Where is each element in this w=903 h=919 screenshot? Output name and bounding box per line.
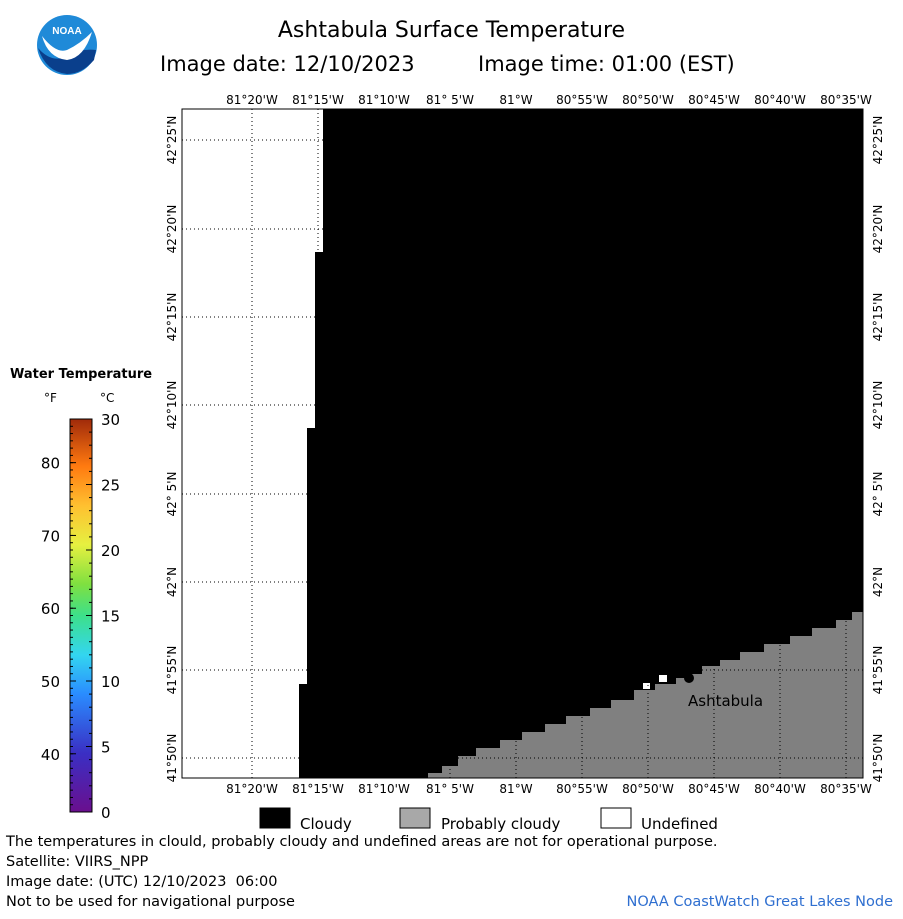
lon-label-top: 80°35'W xyxy=(820,93,872,107)
lon-label-bottom: 81°10'W xyxy=(358,782,410,796)
map-grid xyxy=(182,109,863,778)
footer-note: The temperatures in clould, probably clo… xyxy=(6,834,718,850)
lat-label-left: 42°10'N xyxy=(165,381,179,430)
f-tick-label: 50 xyxy=(41,673,60,691)
temperature-colorbar xyxy=(70,419,92,812)
cloudy-area xyxy=(299,109,863,778)
legend-swatch-undefined xyxy=(600,807,632,829)
f-tick-label: 70 xyxy=(41,527,60,545)
undefined-pixel xyxy=(659,675,667,682)
lat-label-right: 41°55'N xyxy=(871,646,885,695)
lon-label-top: 81° 5'W xyxy=(426,93,474,107)
lat-label-left: 42°20'N xyxy=(165,205,179,254)
footer-satellite: Satellite: VIIRS_NPP xyxy=(6,854,149,870)
lon-label-bottom: 80°50'W xyxy=(622,782,674,796)
footer-credit: NOAA CoastWatch Great Lakes Node xyxy=(626,894,893,910)
lon-label-bottom: 80°45'W xyxy=(688,782,740,796)
lon-label-top: 81°20'W xyxy=(226,93,278,107)
c-tick-label: 30 xyxy=(101,411,120,429)
image-time: Image time: 01:00 (EST) xyxy=(478,52,735,76)
lat-label-right: 42°15'N xyxy=(871,293,885,342)
c-tick-label: 10 xyxy=(101,673,120,691)
f-tick-label: 60 xyxy=(41,600,60,618)
logo-text: NOAA xyxy=(52,26,81,37)
image-date: Image date: 12/10/2023 xyxy=(160,52,415,76)
ashtabula-marker xyxy=(684,673,694,683)
lon-label-top: 80°50'W xyxy=(622,93,674,107)
lon-label-top: 81°W xyxy=(499,93,532,107)
lat-label-right: 42°N xyxy=(871,567,885,597)
f-tick-label: 80 xyxy=(41,455,60,473)
page-title: Ashtabula Surface Temperature xyxy=(277,18,626,43)
lat-label-left: 42°25'N xyxy=(165,116,179,165)
lon-label-bottom: 81°15'W xyxy=(292,782,344,796)
lon-label-bottom: 80°55'W xyxy=(556,782,608,796)
c-tick-label: 20 xyxy=(101,542,120,560)
place-label: Ashtabula xyxy=(688,692,763,710)
lat-label-right: 42°10'N xyxy=(871,381,885,430)
colorbar-title: Water Temperature xyxy=(10,367,153,382)
legend-label-probably-cloudy: Probably cloudy xyxy=(441,815,560,833)
c-tick-label: 15 xyxy=(101,608,120,626)
noaa-logo: NOAA xyxy=(37,15,97,75)
legend-swatch-probably-cloudy xyxy=(399,807,431,829)
lat-label-right: 42°20'N xyxy=(871,205,885,254)
lon-label-top: 81°15'W xyxy=(292,93,344,107)
lat-label-right: 42° 5'N xyxy=(871,472,885,517)
unit-c: °C xyxy=(100,391,114,405)
lat-label-left: 41°50'N xyxy=(165,734,179,783)
lon-label-bottom: 81°W xyxy=(499,782,532,796)
probably-cloudy-area xyxy=(428,612,863,778)
lat-label-left: 42° 5'N xyxy=(165,472,179,517)
map-border xyxy=(181,108,864,779)
c-tick-label: 25 xyxy=(101,477,120,495)
lat-label-left: 42°N xyxy=(165,567,179,597)
footer-utc-date: Image date: (UTC) 12/10/2023 06:00 xyxy=(6,874,278,890)
legend-label-undefined: Undefined xyxy=(641,815,718,833)
lat-label-right: 42°25'N xyxy=(871,116,885,165)
unit-f: °F xyxy=(44,391,57,405)
c-tick-label: 5 xyxy=(101,739,111,757)
lon-label-top: 80°45'W xyxy=(688,93,740,107)
lon-label-bottom: 81° 5'W xyxy=(426,782,474,796)
lat-label-right: 41°50'N xyxy=(871,734,885,783)
lat-label-left: 41°55'N xyxy=(165,646,179,695)
legend-label-cloudy: Cloudy xyxy=(300,815,352,833)
undefined-pixel xyxy=(643,683,650,689)
lon-label-bottom: 81°20'W xyxy=(226,782,278,796)
lon-label-top: 80°40'W xyxy=(754,93,806,107)
colorbar-border xyxy=(69,418,93,813)
lon-label-top: 80°55'W xyxy=(556,93,608,107)
legend-swatch-cloudy xyxy=(259,807,291,829)
footer-disclaimer: Not to be used for navigational purpose xyxy=(6,894,295,910)
lon-label-bottom: 80°35'W xyxy=(820,782,872,796)
lon-label-top: 81°10'W xyxy=(358,93,410,107)
c-tick-label: 0 xyxy=(101,804,111,822)
lat-label-left: 42°15'N xyxy=(165,293,179,342)
lon-label-bottom: 80°40'W xyxy=(754,782,806,796)
f-tick-label: 40 xyxy=(41,746,60,764)
